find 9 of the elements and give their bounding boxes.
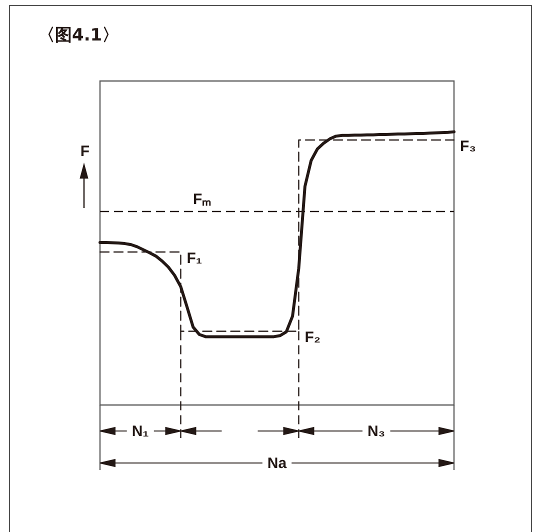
ref-line-label: Fₘ xyxy=(193,191,212,208)
text: F₃ xyxy=(460,138,476,156)
chart-title: 〈图4.1〉 xyxy=(38,26,120,46)
text: N₃ xyxy=(367,423,386,440)
annotation: F₁ xyxy=(186,250,202,268)
text: N₁ xyxy=(132,423,149,440)
annotation: F₂ xyxy=(304,329,321,346)
text: Na xyxy=(267,455,288,472)
y-axis-title: F xyxy=(80,143,90,160)
